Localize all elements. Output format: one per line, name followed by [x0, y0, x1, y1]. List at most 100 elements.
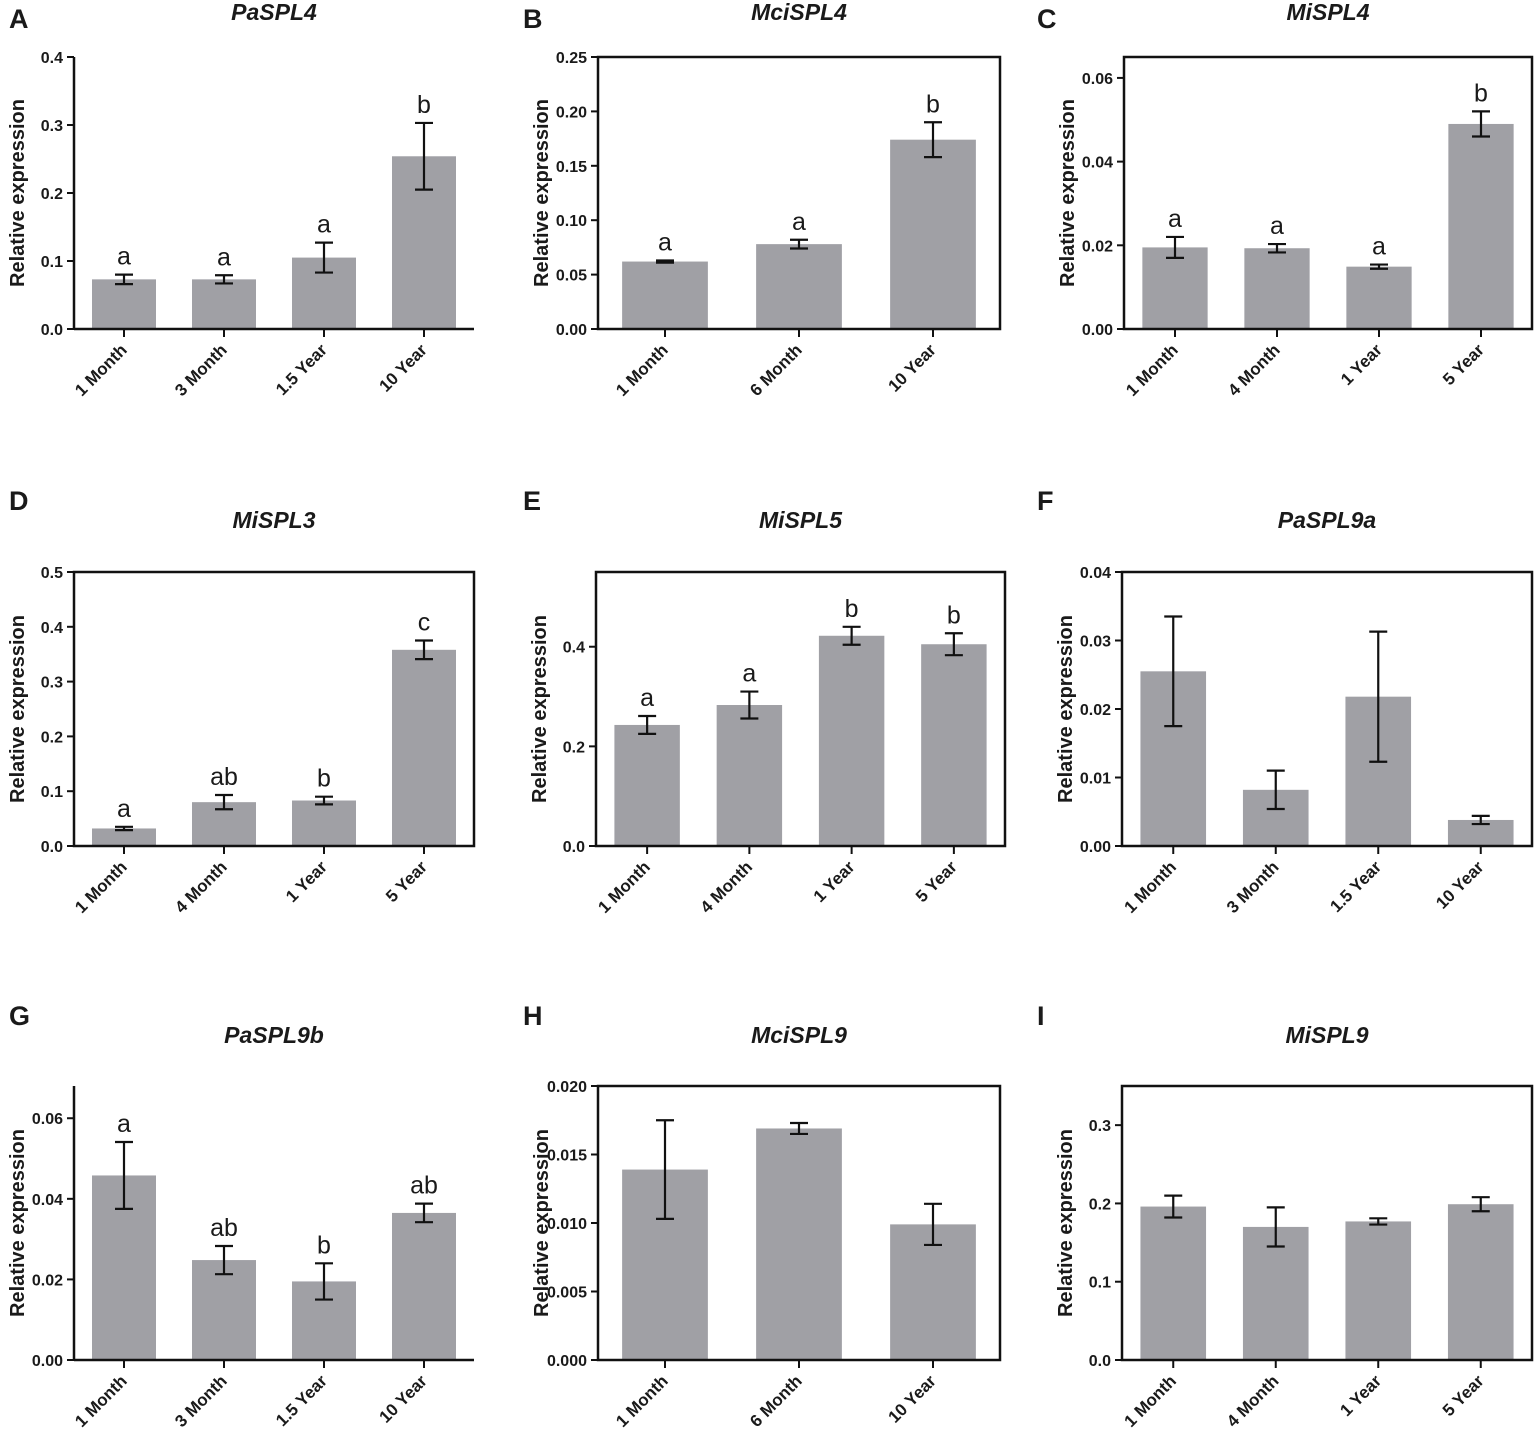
- y-tick-label: 0.2: [563, 739, 585, 756]
- y-tick-label: 0.3: [41, 675, 63, 692]
- significance-label: ab: [210, 1214, 238, 1242]
- y-tick-label: 0.03: [1080, 634, 1111, 651]
- chart-title: PaSPL4: [231, 0, 317, 25]
- y-tick-label: 0.15: [556, 159, 587, 176]
- bar-1: [622, 261, 708, 329]
- significance-label: a: [792, 208, 806, 236]
- panel-letter: H: [523, 1001, 543, 1031]
- y-tick-label: 0.04: [32, 1192, 63, 1209]
- x-tick-label: 5 Year: [912, 857, 961, 906]
- x-tick-label: 1 Month: [1121, 857, 1181, 917]
- panel-d: D MiSPL3 a 1 Month ab 4 Month b 1 Year c 5 Year 0.…: [7, 486, 476, 917]
- panel-f: F PaSPL9a 1 Month 3 Month 1.5 Year 10 Year 0.0…: [1037, 486, 1534, 917]
- bar-2: [1244, 248, 1310, 329]
- chart-title: PaSPL9a: [1278, 507, 1377, 533]
- error-bar: [115, 1140, 133, 1210]
- significance-label: b: [845, 595, 859, 623]
- error-bar: [790, 238, 808, 250]
- significance-label: b: [947, 601, 961, 629]
- error-bar: [656, 259, 674, 264]
- bar-2: [192, 279, 256, 329]
- x-tick-label: 1 Year: [1336, 1371, 1385, 1420]
- significance-label: c: [418, 609, 431, 637]
- y-tick-label: 0.4: [41, 50, 63, 67]
- plot-frame: [1120, 1084, 1534, 1362]
- y-tick-label: 0.005: [547, 1285, 587, 1302]
- bar-2: [1242, 1226, 1309, 1360]
- significance-label: b: [317, 765, 331, 793]
- y-tick-label: 0.04: [1080, 565, 1111, 582]
- x-tick-label: 1 Month: [1122, 340, 1182, 400]
- significance-label: a: [117, 1110, 131, 1138]
- y-axis-label: Relative expression: [529, 615, 551, 803]
- y-tick-label: 0.10: [556, 213, 587, 230]
- x-tick-label: 4 Month: [1224, 340, 1284, 400]
- error-bar: [415, 121, 433, 191]
- plot-frame: [1122, 55, 1534, 331]
- y-tick-label: 0.00: [32, 1353, 63, 1370]
- significance-label: a: [742, 660, 756, 688]
- error-bar: [315, 241, 333, 274]
- error-bar: [315, 795, 333, 806]
- panel-g: G PaSPL9b a 1 Month ab 3 Month b 1.5 Year ab 10 Y…: [7, 1001, 474, 1431]
- plot-frame: [596, 55, 1002, 331]
- y-tick-label: 0.020: [547, 1079, 587, 1096]
- y-tick-label: 0.1: [41, 784, 63, 801]
- x-tick-label: 10 Year: [375, 1371, 431, 1427]
- y-tick-label: 0.00: [556, 322, 587, 339]
- x-tick-label: 1 Month: [594, 857, 654, 917]
- y-tick-label: 0.3: [41, 118, 63, 135]
- error-bar: [740, 690, 759, 720]
- x-tick-label: 1 Year: [1337, 340, 1386, 389]
- panel-letter: C: [1037, 4, 1057, 34]
- y-tick-label: 0.25: [556, 50, 587, 67]
- significance-label: a: [117, 243, 131, 271]
- significance-label: a: [317, 211, 331, 239]
- bar-2: [716, 705, 783, 846]
- x-tick-label: 10 Year: [884, 1371, 940, 1427]
- x-tick-label: 10 Year: [884, 340, 940, 396]
- y-tick-label: 0.5: [41, 565, 63, 582]
- error-bar: [1370, 263, 1388, 270]
- y-tick-label: 0.0: [1089, 1353, 1111, 1370]
- y-tick-label: 0.05: [556, 268, 587, 285]
- y-axis-label: Relative expression: [1055, 1129, 1077, 1317]
- x-tick-label: 5 Year: [382, 857, 431, 906]
- error-bar: [1471, 814, 1490, 826]
- significance-label: a: [217, 243, 231, 271]
- error-bar: [1266, 1206, 1285, 1248]
- significance-label: a: [1270, 212, 1284, 240]
- y-tick-label: 0.010: [547, 1216, 587, 1233]
- x-tick-label: 3 Month: [171, 340, 231, 400]
- bar-2: [756, 244, 842, 329]
- y-tick-label: 0.01: [1080, 771, 1111, 788]
- y-tick-label: 0.02: [1082, 238, 1113, 255]
- bar-3: [292, 800, 356, 846]
- y-tick-label: 0.00: [1080, 839, 1111, 856]
- y-tick-label: 0.4: [41, 620, 63, 637]
- error-bar: [115, 273, 133, 286]
- error-bar: [924, 121, 942, 159]
- x-tick-label: 4 Month: [171, 857, 231, 917]
- chart-title: MciSPL9: [751, 1022, 847, 1048]
- chart-title: MiSPL9: [1285, 1022, 1368, 1048]
- bar-2: [192, 1260, 256, 1360]
- bar-3: [818, 635, 885, 846]
- x-tick-label: 3 Month: [171, 1371, 231, 1431]
- y-tick-label: 0.04: [1082, 155, 1113, 172]
- error-bar: [842, 625, 861, 646]
- error-bar: [1164, 615, 1183, 728]
- error-bar: [944, 632, 963, 657]
- bar-4: [392, 1212, 456, 1360]
- x-tick-label: 1 Month: [612, 340, 672, 400]
- panel-c: C MiSPL4 a 1 Month a 4 Month a 1 Year b 5 Year 0.0…: [1037, 0, 1534, 400]
- panel-letter: I: [1037, 1001, 1045, 1031]
- bar-1: [1142, 247, 1208, 329]
- panel-a: A PaSPL4 a 1 Month a 3 Month a 1.5 Year b 10 Year…: [7, 0, 474, 400]
- panel-letter: E: [523, 486, 541, 516]
- x-tick-label: 3 Month: [1223, 857, 1283, 917]
- panel-i: I MiSPL9 1 Month 4 Month 1 Year 5 Year 0.0 0.1 0…: [1037, 1001, 1534, 1431]
- x-tick-label: 10 Year: [375, 340, 431, 396]
- y-tick-label: 0.0: [41, 322, 63, 339]
- x-tick-label: 1 Month: [612, 1371, 672, 1431]
